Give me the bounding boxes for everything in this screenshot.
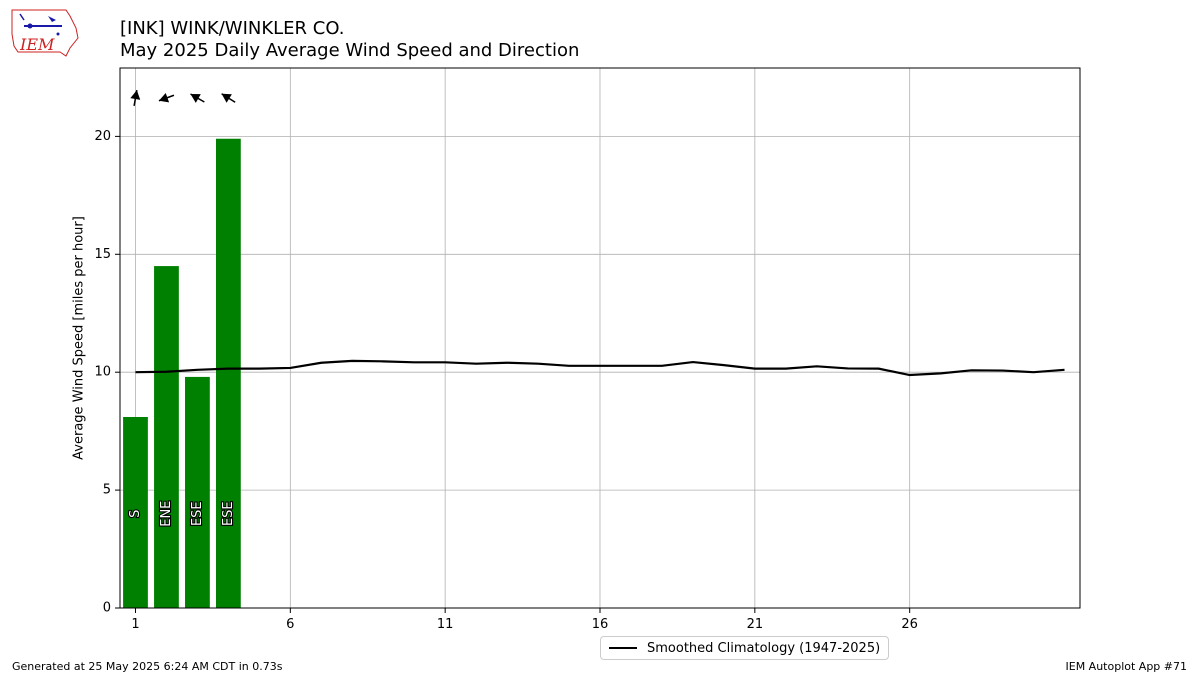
x-tick-label: 6 <box>286 617 294 632</box>
y-tick-label: 0 <box>103 601 111 616</box>
direction-label-day-3: ESE <box>190 501 205 526</box>
wind-bar-day-4 <box>216 138 241 608</box>
x-tick-label: 16 <box>592 617 609 632</box>
wind-arrow-head-day-2 <box>158 92 170 103</box>
y-axis-label: Average Wind Speed [miles per hour] <box>72 216 87 460</box>
logo-text: IEM <box>19 35 55 54</box>
x-tick-label: 26 <box>901 617 918 632</box>
x-tick-label: 11 <box>437 617 454 632</box>
chart-title: [INK] WINK/WINKLER CO. <box>120 18 345 39</box>
chart-legend: Smoothed Climatology (1947-2025) <box>600 636 890 660</box>
wind-bar-day-3 <box>185 376 210 608</box>
legend-label: Smoothed Climatology (1947-2025) <box>647 640 881 656</box>
chart-subtitle: May 2025 Daily Average Wind Speed and Di… <box>120 40 580 61</box>
direction-label-day-2: ENE <box>159 501 174 527</box>
direction-label-day-1: S <box>128 510 143 518</box>
legend-line-swatch <box>609 647 637 649</box>
app-label: IEM Autoplot App #71 <box>1065 660 1188 673</box>
y-tick-label: 10 <box>94 365 111 380</box>
y-tick-label: 5 <box>103 483 111 498</box>
wind-bar-day-2 <box>154 266 179 608</box>
wind-arrow-head-day-3 <box>190 94 201 103</box>
x-tick-label: 1 <box>131 617 139 632</box>
wind-arrow-head-day-1 <box>130 90 141 100</box>
iem-logo: IEM <box>11 9 79 57</box>
direction-label-day-4: ESE <box>221 501 236 526</box>
x-tick-label: 21 <box>747 617 764 632</box>
generated-timestamp: Generated at 25 May 2025 6:24 AM CDT in … <box>12 660 283 673</box>
wind-bar-day-1 <box>123 416 148 608</box>
y-tick-label: 20 <box>94 129 111 144</box>
y-tick-label: 15 <box>94 247 111 262</box>
wind-arrow-head-day-4 <box>221 93 232 103</box>
climatology-line <box>135 359 1065 377</box>
